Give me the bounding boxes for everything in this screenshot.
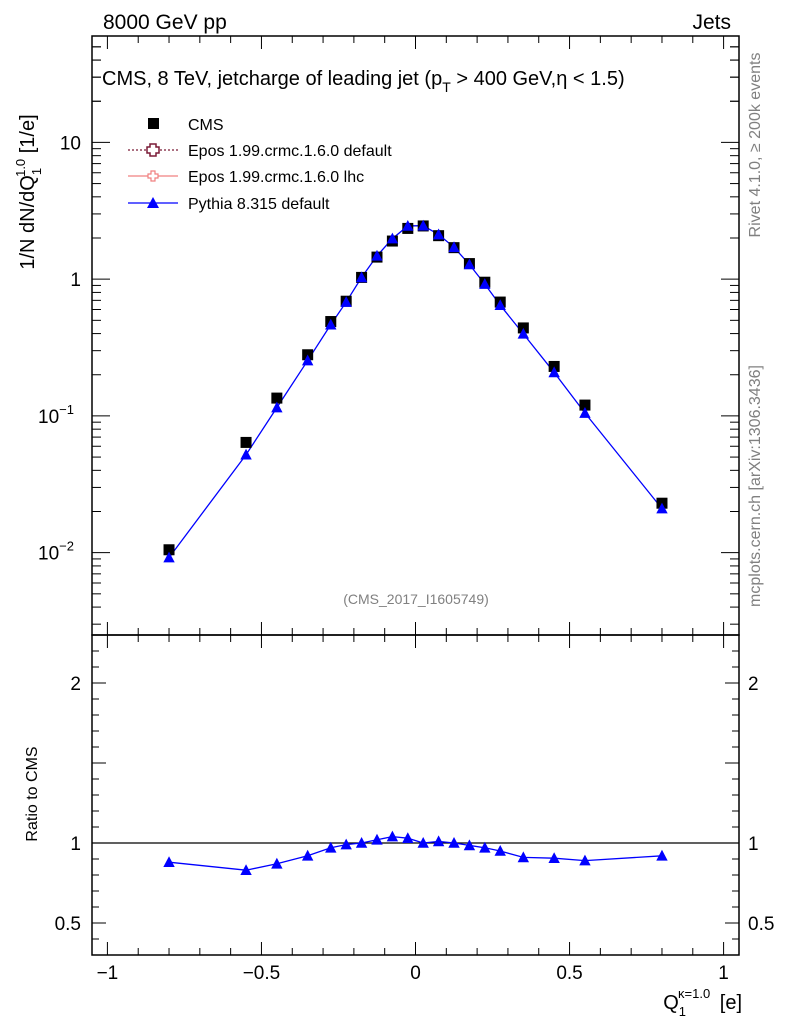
- pythia-data-point: [240, 448, 252, 460]
- pythia-data-point: [402, 219, 414, 231]
- y-tick-label: 10−2: [38, 539, 74, 565]
- pythia-ratio-point: [494, 845, 506, 856]
- legend-marker-pythia: [147, 197, 159, 208]
- pythia-data-point: [448, 241, 460, 253]
- legend-marker-epos-lhc: [147, 170, 159, 182]
- pythia-data-point: [271, 401, 283, 413]
- pythia-data-point: [432, 228, 445, 240]
- pythia-ratio-point: [479, 841, 491, 853]
- x-tick-label: 0: [410, 963, 421, 984]
- pythia-ratio-point: [301, 849, 314, 861]
- legend-label-cms: CMS: [188, 117, 224, 134]
- pythia-series-line: [168, 225, 663, 559]
- pythia-data-point: [494, 299, 506, 311]
- axis-ticks: −1 −0.5 0 0.5 1 10 1 10−1 10−2 2 2 1 1 0.5 0.5: [38, 35, 774, 984]
- x-tick-label: −1: [97, 963, 119, 984]
- ratio-y-tick-label-right: 1: [748, 834, 759, 855]
- pythia-ratio-point: [386, 830, 399, 842]
- pythia-ratio-point: [163, 856, 175, 867]
- rivet-label: Rivet 4.1.0, ≥ 200k events: [747, 53, 764, 238]
- y-tick-label: 10−1: [38, 402, 74, 428]
- pythia-data-point: [656, 502, 668, 514]
- legend-label-pythia: Pythia 8.315 default: [188, 196, 330, 213]
- pythia-ratio-point: [402, 832, 414, 843]
- pythia-ratio-point: [448, 837, 460, 848]
- pythia-data-point: [517, 327, 530, 339]
- chart-marks: [92, 219, 739, 875]
- pythia-ratio-point: [271, 857, 283, 869]
- pythia-ratio-point: [325, 841, 337, 853]
- header-left: 8000 GeV pp: [103, 11, 227, 34]
- ratio-y-tick-label: 2: [70, 674, 81, 695]
- pythia-ratio-point: [656, 849, 668, 861]
- ratio-plot-frame: [91, 634, 740, 956]
- y-tick-label: 1: [70, 270, 81, 291]
- pythia-ratio-point: [371, 833, 383, 845]
- legend-label-epos-default: Epos 1.99.crmc.1.6.0 default: [188, 143, 392, 160]
- pythia-ratio-point: [579, 854, 591, 866]
- x-tick-label: −0.5: [243, 963, 281, 984]
- cms-data-point: [579, 399, 591, 411]
- pythia-ratio-line: [168, 835, 663, 871]
- pythia-data-point: [301, 354, 314, 366]
- mcplots-label: mcplots.cern.ch [arXiv:1306.3436]: [747, 365, 764, 607]
- ratio-y-tick-label-right: 2: [748, 674, 759, 695]
- ratio-y-tick-label: 0.5: [55, 914, 81, 935]
- pythia-ratio-point: [517, 851, 530, 863]
- pythia-ratio-point: [340, 838, 352, 850]
- cms-data-point: [240, 436, 252, 448]
- legend: CMS Epos 1.99.crmc.1.6.0 default Epos 1.…: [128, 117, 392, 213]
- x-tick-label: 1: [718, 963, 729, 984]
- pythia-ratio-point: [417, 837, 429, 848]
- analysis-watermark: (CMS_2017_I1605749): [343, 591, 489, 607]
- pythia-ratio-point: [463, 839, 476, 851]
- ratio-y-tick-label-right: 0.5: [748, 914, 774, 935]
- y-tick-label: 10: [60, 133, 81, 154]
- cms-data-point: [271, 392, 283, 404]
- pythia-data-point: [325, 318, 337, 330]
- pythia-data-point: [386, 232, 399, 244]
- header-right: Jets: [692, 11, 731, 34]
- x-tick-label: 0.5: [556, 963, 582, 984]
- pythia-data-point: [463, 258, 476, 270]
- pythia-data-point: [548, 366, 560, 378]
- pythia-data-point: [163, 551, 175, 563]
- pythia-data-point: [479, 278, 491, 289]
- pythia-ratio-point: [432, 835, 445, 847]
- cms-data-point: [163, 544, 175, 556]
- x-axis-label: Q1κ=1.0 [e]: [663, 986, 742, 1019]
- plot-title: CMS, 8 TeV, jetcharge of leading jet (pT…: [102, 68, 625, 95]
- y-axis-label: 1/N dN/dQ11.0 [1/e]: [13, 114, 44, 269]
- pythia-data-point: [417, 219, 429, 231]
- pythia-data-point: [340, 296, 352, 307]
- legend-marker-cms: [148, 118, 159, 129]
- pythia-data-point: [355, 271, 368, 283]
- pythia-data-point: [579, 407, 591, 418]
- legend-marker-epos-default: [146, 143, 160, 157]
- pythia-ratio-point: [240, 864, 252, 875]
- pythia-ratio-point: [548, 852, 560, 863]
- pythia-data-point: [371, 249, 383, 261]
- ratio-y-axis-label: Ratio to CMS: [24, 746, 41, 841]
- pythia-ratio-point: [355, 837, 368, 848]
- ratio-y-tick-label: 1: [70, 834, 81, 855]
- legend-label-epos-lhc: Epos 1.99.crmc.1.6.0 lhc: [188, 169, 364, 186]
